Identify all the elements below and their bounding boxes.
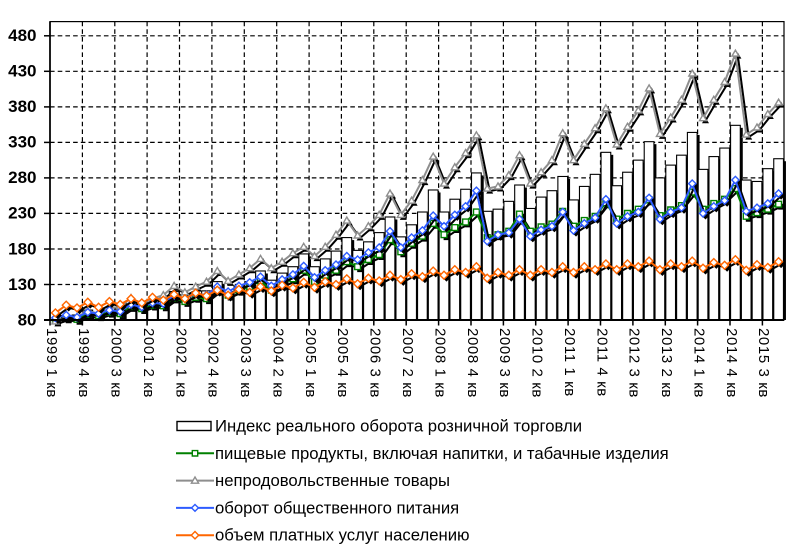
svg-text:2011 1 кв: 2011 1 кв [561,328,578,397]
svg-text:2002 1 кв: 2002 1 кв [172,328,189,398]
svg-text:пищевые продукты, включая напи: пищевые продукты, включая напитки, и таб… [215,444,669,463]
svg-text:480: 480 [8,26,36,45]
svg-text:2002 4 кв: 2002 4 кв [205,328,222,398]
svg-text:330: 330 [8,133,36,152]
svg-text:280: 280 [8,168,36,187]
svg-text:непродовольственные товары: непродовольственные товары [215,471,450,490]
svg-text:2006 3 кв: 2006 3 кв [367,328,384,398]
svg-text:2001 2 кв: 2001 2 кв [140,328,157,398]
svg-text:2003 3 кв: 2003 3 кв [237,328,254,398]
svg-text:2014 1 кв: 2014 1 кв [690,328,707,398]
svg-text:2005 4 кв: 2005 4 кв [334,328,351,398]
svg-text:1999 1 кв: 1999 1 кв [43,328,60,398]
svg-text:2007 2 кв: 2007 2 кв [399,328,416,398]
svg-text:2013 2 кв: 2013 2 кв [658,328,675,398]
svg-text:1999 4 кв: 1999 4 кв [75,328,92,398]
svg-text:2005 1 кв: 2005 1 кв [302,328,319,398]
svg-text:430: 430 [8,62,36,81]
svg-text:оборот общественного питания: оборот общественного питания [215,498,459,517]
svg-text:2008 4 кв: 2008 4 кв [464,328,481,398]
svg-text:2000 3 кв: 2000 3 кв [108,328,125,398]
svg-text:объем платных услуг населению: объем платных услуг населению [215,526,470,545]
svg-text:2009 3 кв: 2009 3 кв [496,328,513,398]
svg-text:2014 4 кв: 2014 4 кв [723,328,740,398]
svg-text:2015 3 кв: 2015 3 кв [755,328,772,398]
svg-text:180: 180 [8,239,36,258]
svg-text:230: 230 [8,204,36,223]
svg-text:130: 130 [8,275,36,294]
svg-text:2004 2 кв: 2004 2 кв [269,328,286,398]
svg-text:2012 3 кв: 2012 3 кв [626,328,643,398]
svg-text:2010 2 кв: 2010 2 кв [528,328,545,398]
svg-text:2011 4 кв: 2011 4 кв [593,328,610,397]
svg-text:2008 1 кв: 2008 1 кв [431,328,448,398]
svg-text:Индекс реального оборота розни: Индекс реального оборота розничной торго… [215,417,582,436]
svg-text:380: 380 [8,97,36,116]
svg-text:80: 80 [18,310,37,329]
